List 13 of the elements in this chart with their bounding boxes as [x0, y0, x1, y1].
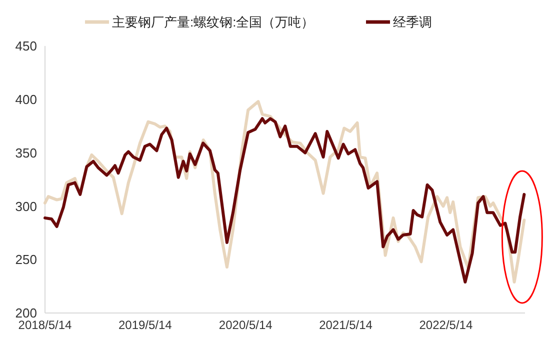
y-tick-label: 300 [15, 198, 37, 214]
legend-label: 主要钢厂产量:螺纹钢:全国（万吨） [112, 14, 314, 30]
y-tick-label: 450 [15, 38, 37, 54]
x-tick-label: 2019/5/14 [118, 318, 172, 332]
x-tick-label: 2022/5/14 [419, 318, 473, 332]
y-tick-label: 350 [15, 145, 37, 160]
y-tick-label: 250 [15, 252, 37, 268]
legend-label: 经季调 [393, 14, 432, 30]
y-tick-label: 400 [15, 92, 37, 107]
x-tick-label: 2020/5/14 [218, 318, 273, 332]
x-tick-label: 2021/5/14 [319, 318, 373, 332]
x-tick-label: 2018/5/14 [18, 318, 72, 332]
y-tick-label: 200 [15, 306, 37, 321]
